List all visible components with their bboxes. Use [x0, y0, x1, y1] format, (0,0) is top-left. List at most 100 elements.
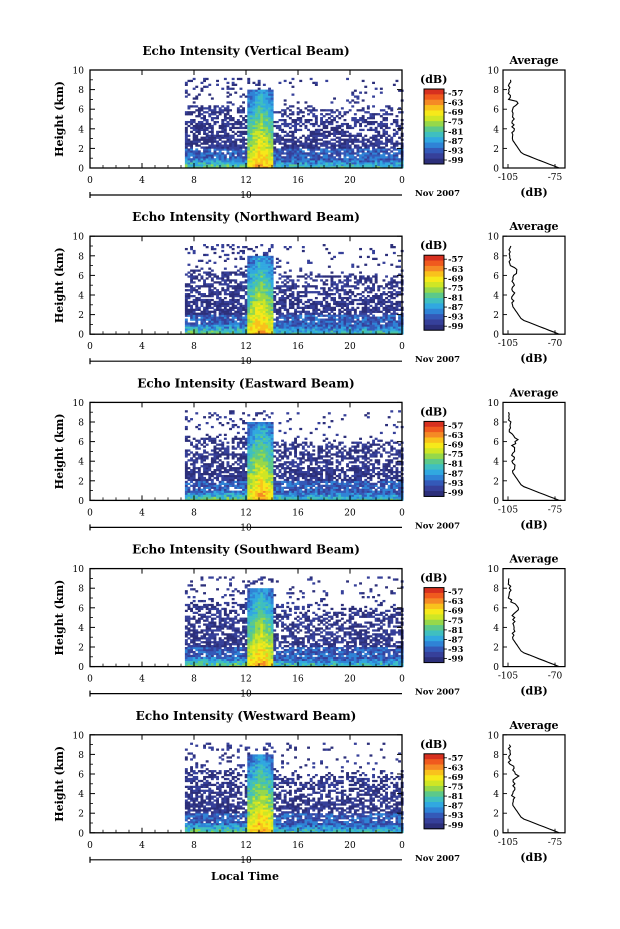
heatmap-cell	[288, 306, 292, 310]
heatmap-cell	[346, 314, 349, 317]
heatmap-cell	[187, 474, 191, 478]
heatmap-cell	[226, 158, 230, 161]
heatmap-cell	[218, 302, 222, 306]
heatmap-cell	[356, 160, 360, 163]
heatmap-cell	[260, 128, 264, 132]
heatmap-cell	[278, 138, 282, 141]
heatmap-cell	[325, 283, 329, 286]
heatmap-cell	[203, 150, 206, 153]
heatmap-cell	[364, 289, 368, 292]
heatmap-cell	[252, 308, 256, 311]
heatmap-cell	[346, 330, 349, 333]
heatmap-cell	[270, 291, 274, 294]
heatmap-cell	[197, 476, 201, 480]
heatmap-cell	[255, 271, 258, 274]
heatmap-cell	[268, 249, 271, 253]
y-tick-label: 8	[78, 86, 84, 96]
heatmap-cell	[301, 150, 305, 153]
heatmap-cell	[205, 119, 209, 122]
heatmap-cell	[333, 318, 336, 321]
heatmap-cell	[184, 142, 188, 145]
heatmap-cell	[205, 308, 209, 311]
heatmap-cell	[361, 158, 365, 161]
heatmap-cell	[398, 324, 401, 327]
heatmap-cell	[364, 302, 368, 306]
heatmap-cell	[190, 152, 193, 155]
heatmap-cell	[205, 478, 209, 482]
heatmap-cell	[260, 148, 264, 151]
heatmap-cell	[312, 279, 316, 282]
heatmap-cell	[294, 328, 297, 331]
heatmap-cell	[203, 318, 206, 321]
heatmap-cell	[184, 146, 188, 149]
heatmap-cell	[210, 306, 214, 310]
heatmap-cell	[262, 144, 266, 147]
heatmap-cell	[356, 328, 360, 331]
heatmap-cell	[210, 134, 214, 137]
heatmap-cell	[304, 322, 308, 325]
heatmap-cell	[208, 412, 212, 415]
heatmap-cell	[226, 140, 230, 143]
heatmap-cell	[260, 308, 264, 311]
heatmap-cell	[260, 111, 264, 114]
heatmap-cell	[255, 140, 258, 143]
heatmap-cell	[372, 136, 375, 139]
heatmap-cell	[252, 132, 256, 135]
heatmap-cell	[286, 162, 290, 165]
heatmap-cell	[236, 269, 240, 272]
heatmap-cell	[361, 117, 365, 120]
heatmap-cell	[366, 318, 370, 321]
heatmap-cell	[239, 124, 243, 128]
heatmap-cell	[268, 128, 271, 132]
heatmap-cell	[190, 166, 193, 169]
heatmap-cell	[262, 295, 266, 298]
heatmap-cell	[210, 425, 214, 429]
heatmap-cell	[327, 158, 331, 161]
heatmap-cell	[247, 77, 251, 81]
heatmap-cell	[197, 128, 201, 132]
heatmap-cell	[252, 291, 256, 294]
heatmap-cell	[242, 326, 245, 329]
heatmap-cell	[229, 318, 232, 321]
heatmap-cell	[242, 312, 245, 315]
heatmap-cell	[270, 99, 274, 102]
heatmap-cell	[374, 281, 378, 284]
heatmap-cell	[330, 318, 334, 321]
heatmap-cell	[309, 111, 313, 114]
heatmap-cell	[208, 310, 212, 313]
heatmap-cell	[286, 134, 290, 137]
heatmap-cell	[364, 318, 368, 321]
heatmap-cell	[221, 324, 225, 327]
heatmap-cell	[252, 259, 256, 262]
heatmap-cell	[210, 160, 214, 163]
heatmap-cell	[387, 318, 391, 321]
heatmap-cell	[343, 148, 347, 151]
heatmap-cell	[187, 496, 191, 499]
heatmap-cell	[226, 453, 230, 456]
heatmap-cell	[330, 160, 334, 163]
heatmap-cell	[226, 441, 230, 444]
heatmap-cell	[231, 314, 235, 317]
heatmap-cell	[296, 296, 300, 300]
heatmap-cell	[200, 492, 204, 495]
heatmap-cell	[260, 97, 264, 100]
colorbar-tick-label: -93	[448, 146, 463, 156]
heatmap-cell	[273, 120, 277, 124]
heatmap-cell	[312, 158, 316, 161]
heatmap-cell	[392, 310, 396, 313]
heatmap-cell	[338, 117, 342, 120]
heatmap-cell	[192, 275, 196, 278]
heatmap-cell	[288, 162, 292, 165]
heatmap-cell	[351, 117, 355, 120]
heatmap-cell	[278, 308, 282, 311]
heatmap-cell	[374, 120, 378, 124]
heatmap-cell	[291, 132, 295, 135]
heatmap-cell	[221, 441, 225, 444]
heatmap-cell	[262, 120, 266, 124]
heatmap-cell	[327, 306, 331, 310]
y-tick-label: 6	[78, 106, 84, 116]
heatmap-cell	[260, 332, 264, 335]
colorbar-swatch	[424, 292, 444, 299]
heatmap-cell	[374, 296, 378, 300]
heatmap-cell	[260, 316, 264, 319]
